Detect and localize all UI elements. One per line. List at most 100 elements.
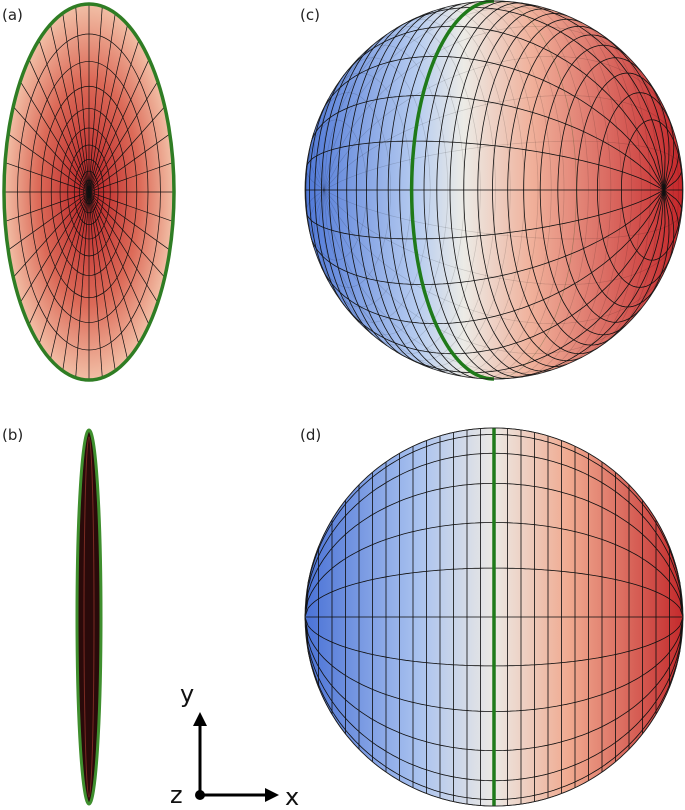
mesh-latitude-back: [405, 18, 496, 362]
mesh-latitude: [463, 8, 551, 372]
mesh-latitude: [477, 13, 567, 367]
mesh-spoke: [88, 191, 165, 278]
mesh-latitude-back: [465, 2, 552, 378]
mesh-latitude: [557, 57, 642, 323]
mesh-meridian-back: [323, 189, 492, 380]
mesh-latitude: [507, 25, 598, 355]
sphere-outline: [304, 0, 684, 380]
mesh-meridian: [343, 189, 665, 355]
mesh-meridian-back: [323, 7, 593, 191]
mesh-spoke: [88, 191, 116, 371]
mesh-spoke: [88, 162, 174, 193]
mesh-latitude: [539, 44, 627, 336]
mesh-spoke: [88, 13, 116, 193]
mesh-latitude: [492, 18, 583, 362]
mesh-meridian-back: [323, 189, 645, 355]
disc-edge: [75, 428, 103, 806]
axis-triad: y x z: [170, 680, 299, 810]
mesh-meridian: [306, 140, 665, 191]
axis-label: x: [285, 783, 299, 810]
mesh-meridian-back: [323, 25, 645, 191]
sphere-outline: [304, 427, 684, 807]
mesh-meridian-back: [323, 189, 678, 285]
mesh-meridian: [310, 189, 665, 285]
mesh-meridian-back: [323, 95, 678, 191]
mesh-spoke: [28, 58, 90, 193]
mesh-meridian: [395, 6, 665, 191]
mesh-spoke: [50, 191, 90, 360]
mesh-spoke: [62, 13, 90, 193]
mesh-spoke: [88, 24, 128, 193]
mesh-spoke: [88, 191, 103, 378]
disc-edge-inner: [83, 436, 95, 798]
mesh-spoke: [75, 191, 90, 378]
contact-line-back: [493, 0, 577, 380]
panel-label: (b): [2, 426, 23, 444]
mesh-latitude-back: [305, 119, 367, 261]
mesh-meridian-back: [323, 140, 682, 191]
mesh-spoke: [50, 24, 90, 193]
mesh-spoke: [4, 162, 90, 193]
mesh-meridian-back: [323, 189, 682, 240]
mesh-spoke: [19, 81, 90, 193]
mesh-spoke: [88, 191, 171, 251]
mesh-latitude: [597, 92, 674, 288]
mesh-spoke: [7, 191, 90, 251]
mesh-meridian: [494, 0, 665, 191]
mesh-meridian: [321, 56, 665, 191]
contact-line: [409, 0, 495, 381]
mesh-spoke: [38, 39, 90, 193]
mesh-meridian-back: [323, 56, 667, 191]
mesh-spoke: [75, 6, 90, 193]
mesh-latitude-back: [346, 57, 431, 323]
axis-label: y: [180, 680, 194, 708]
z-dot: [195, 790, 205, 800]
mesh-latitude: [449, 5, 539, 376]
mesh-meridian: [343, 25, 665, 191]
mesh-latitude-back: [361, 44, 449, 336]
mesh-spoke: [88, 106, 165, 193]
mesh-meridian-back: [323, 189, 667, 324]
mesh-latitude: [603, 44, 627, 56]
mesh-spoke: [88, 191, 150, 326]
mesh-spoke: [88, 191, 128, 360]
mesh-latitude-back: [390, 26, 481, 355]
mesh-meridian-back: [323, 0, 492, 191]
panel-label: (d): [300, 426, 321, 444]
mesh-spoke: [88, 191, 140, 345]
mesh-latitude-back: [314, 92, 391, 288]
mesh-spoke: [19, 191, 90, 303]
disc-rim: [2, 2, 176, 382]
mesh-meridian: [310, 95, 665, 191]
mesh-meridian: [321, 189, 665, 325]
mesh-spoke: [13, 106, 90, 193]
mesh-spoke: [62, 191, 90, 371]
mesh-latitude: [436, 2, 523, 378]
mesh-spoke: [88, 39, 140, 193]
mesh-meridian: [494, 189, 665, 380]
arrow-head: [193, 712, 207, 726]
mesh-spoke: [7, 133, 90, 193]
mesh-meridian: [395, 189, 665, 374]
axis-label: z: [170, 781, 183, 809]
mesh-spoke: [13, 191, 90, 278]
mesh-meridian: [306, 189, 665, 240]
panel-label: (a): [2, 6, 23, 24]
mesh-spoke: [4, 191, 90, 222]
mesh-meridian-back: [323, 189, 593, 373]
mesh-spoke: [88, 6, 103, 193]
mesh-spoke: [38, 191, 90, 345]
panel-label: (c): [300, 6, 320, 24]
arrow-head: [265, 788, 279, 802]
mesh-spoke: [88, 191, 159, 303]
mesh-spoke: [88, 81, 159, 193]
mesh-spoke: [88, 133, 171, 193]
mesh-spoke: [88, 58, 150, 193]
mesh-spoke: [88, 191, 174, 222]
mesh-latitude-back: [493, 0, 577, 379]
mesh-spoke: [28, 191, 90, 326]
mesh-latitude: [615, 57, 642, 73]
